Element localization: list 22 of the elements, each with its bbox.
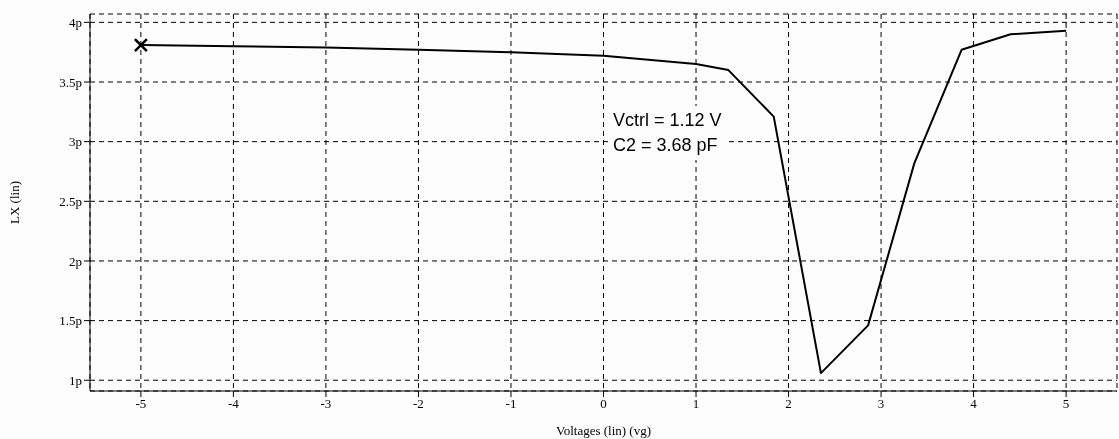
x-tick-label: -2	[413, 396, 424, 412]
x-tick-label: 4	[970, 396, 978, 412]
x-tick-label: 3	[877, 396, 885, 412]
x-tick-label: -1	[505, 396, 517, 412]
annotation: Vctrl = 1.12 V	[613, 109, 722, 132]
y-tick-label: 1p	[69, 372, 82, 388]
y-tick-label: 3.5p	[59, 74, 82, 90]
x-tick-label: 2	[785, 396, 792, 412]
y-tick-label: 2p	[69, 253, 82, 269]
y-tick-label: 1.5p	[59, 313, 82, 329]
x-tick-label: -5	[135, 396, 147, 412]
x-tick-label: 1	[692, 396, 700, 412]
y-tick-label: 2.5p	[59, 193, 82, 209]
x-tick-label: 0	[600, 396, 607, 412]
x-tick-label: -3	[320, 396, 332, 412]
x-axis-title: Voltages (lin) (vg)	[555, 423, 652, 438]
annotation: C2 = 3.68 pF	[613, 134, 719, 157]
x-tick-label: -4	[227, 396, 240, 412]
x-tick-label: 5	[1062, 396, 1070, 412]
y-tick-label: 3p	[69, 134, 82, 150]
y-tick-label: 4p	[69, 14, 82, 30]
y-axis-title: LX (lin)	[6, 181, 22, 224]
